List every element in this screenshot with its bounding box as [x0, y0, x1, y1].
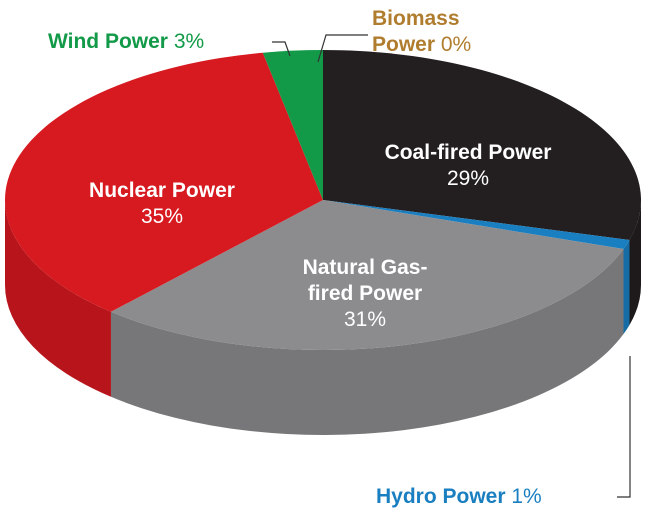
slice-value: 3%: [173, 30, 205, 53]
slice: [323, 50, 641, 240]
slice-name: Hydro Power: [376, 485, 506, 508]
slice-side: [110, 249, 624, 435]
slice-label: Coal-fired Power 29%: [385, 140, 552, 192]
slice-value: 31%: [343, 308, 387, 331]
slice: [323, 200, 630, 250]
slice: [110, 200, 624, 350]
slice-label: Hydro Power 1%: [376, 484, 542, 510]
leader-line: [317, 34, 368, 63]
slice-name: Coal-fired Power: [384, 141, 552, 164]
slice-value: 29%: [446, 167, 490, 190]
slice-label: Nuclear Power 35%: [89, 178, 235, 230]
slice-label: Wind Power 3%: [48, 29, 204, 55]
slice-name: Biomass Power: [372, 7, 460, 56]
slice-side: [629, 200, 641, 325]
slice-side: [623, 239, 630, 335]
slice-value: 1%: [511, 485, 542, 508]
slice-label: Natural Gas-fired Power 31%: [282, 255, 448, 333]
slice-name: Wind Power: [48, 30, 168, 53]
slice-name: Natural Gas-fired Power: [302, 256, 428, 305]
leader-line: [272, 41, 291, 57]
leader-line: [617, 356, 631, 498]
slice-value: 35%: [140, 205, 184, 228]
slice-label: Biomass Power 0%: [372, 6, 502, 58]
slice-side: [4, 200, 111, 397]
slice: [262, 50, 323, 200]
slice: [4, 52, 323, 312]
slice-name: Nuclear Power: [89, 179, 235, 202]
slice-value: 0%: [440, 33, 472, 56]
